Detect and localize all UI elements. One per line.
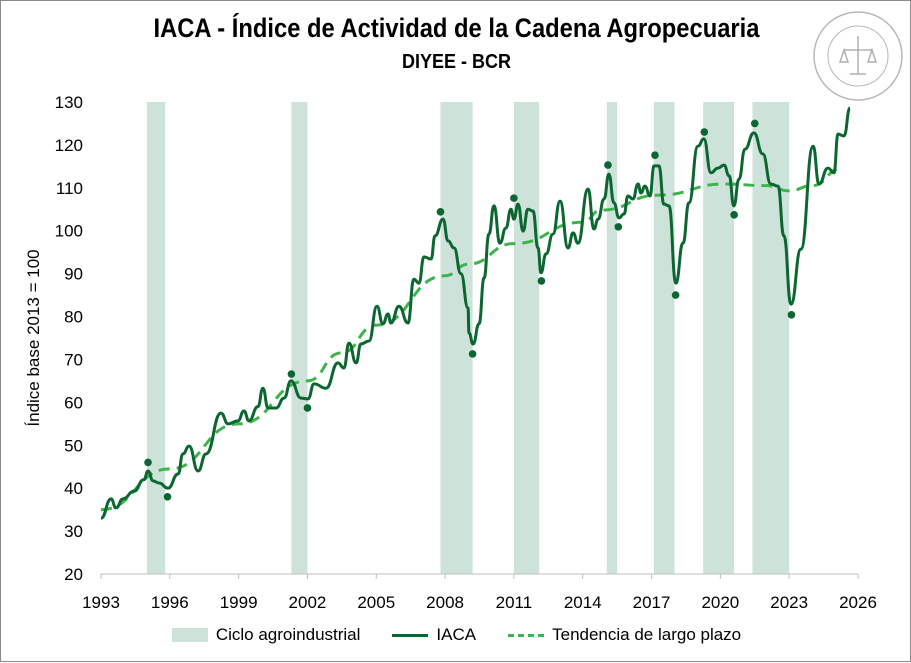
- y-tick-label: 60: [64, 393, 83, 412]
- turning-point-marker: [303, 404, 312, 412]
- turning-point-marker: [614, 223, 623, 231]
- dashed-swatch: [508, 633, 545, 637]
- cycle-band: [440, 102, 473, 574]
- legend-item-trend: Tendencia de largo plazo: [508, 625, 741, 645]
- x-tick-label: 1993: [82, 593, 120, 612]
- y-tick-label: 70: [64, 350, 83, 369]
- turning-point-marker: [510, 194, 518, 202]
- cycle-band: [291, 102, 308, 574]
- turning-point-marker: [700, 128, 709, 136]
- y-tick-label: 90: [64, 265, 83, 284]
- x-tick-label: 2002: [289, 593, 327, 612]
- chart-subtitle: DIYEE - BCR: [401, 51, 512, 73]
- turning-point-marker: [651, 151, 659, 160]
- x-tick-label: 2020: [701, 593, 739, 612]
- cycle-band: [513, 102, 540, 574]
- y-tick-label: 40: [64, 479, 83, 498]
- cycle-band: [752, 102, 790, 574]
- band-swatch: [171, 628, 208, 642]
- y-tick-label: 20: [64, 565, 83, 584]
- turning-point-marker: [144, 458, 152, 467]
- y-tick-label: 50: [64, 436, 83, 455]
- turning-point-marker: [163, 492, 172, 501]
- legend-item-band: Ciclo agroindustrial: [171, 625, 361, 645]
- cycle-band: [606, 102, 618, 574]
- x-tick-label: 2011: [496, 593, 533, 612]
- legend-item-iaca: IACA: [392, 625, 476, 645]
- y-axis-label: Índice base 2013 = 100: [24, 249, 43, 426]
- x-tick-label: 2005: [357, 593, 395, 612]
- cycle-band: [653, 102, 675, 574]
- bcr-logo: [813, 11, 903, 101]
- x-tick-label: 2008: [426, 593, 464, 612]
- y-tick-label: 100: [55, 222, 83, 241]
- x-tick-label: 2014: [564, 593, 602, 612]
- legend-label: IACA: [436, 625, 477, 644]
- x-tick-label: 1996: [151, 593, 189, 612]
- turning-point-marker: [537, 277, 546, 285]
- chart-title: IACA - Índice de Actividad de la Cadena …: [153, 13, 760, 43]
- legend: Ciclo agroindustrial IACA Tendencia de l…: [1, 625, 911, 645]
- y-tick-label: 120: [55, 136, 83, 155]
- legend-label: Ciclo agroindustrial: [215, 625, 361, 644]
- y-tick-label: 130: [55, 93, 83, 112]
- legend-label: Tendencia de largo plazo: [552, 625, 742, 644]
- turning-point-marker: [287, 370, 296, 378]
- x-tick-label: 2026: [839, 593, 877, 612]
- line-swatch: [392, 633, 429, 637]
- y-tick-label: 80: [64, 308, 83, 327]
- iaca-line: [100, 106, 852, 520]
- trend-line: [100, 166, 843, 512]
- turning-point-marker: [671, 291, 680, 299]
- y-tick-label: 30: [64, 522, 83, 541]
- cycle-band: [146, 102, 166, 574]
- y-tick-label: 110: [56, 179, 83, 198]
- turning-point-marker: [787, 311, 796, 319]
- x-tick-label: 2023: [770, 593, 808, 612]
- turning-point-marker: [604, 161, 612, 169]
- x-tick-label: 2017: [633, 593, 671, 612]
- turning-point-marker: [730, 211, 738, 219]
- turning-point-marker: [436, 208, 445, 216]
- x-tick-label: 1999: [220, 593, 258, 612]
- turning-point-marker: [750, 119, 759, 128]
- cycle-band: [703, 102, 735, 574]
- turning-point-marker: [468, 350, 477, 358]
